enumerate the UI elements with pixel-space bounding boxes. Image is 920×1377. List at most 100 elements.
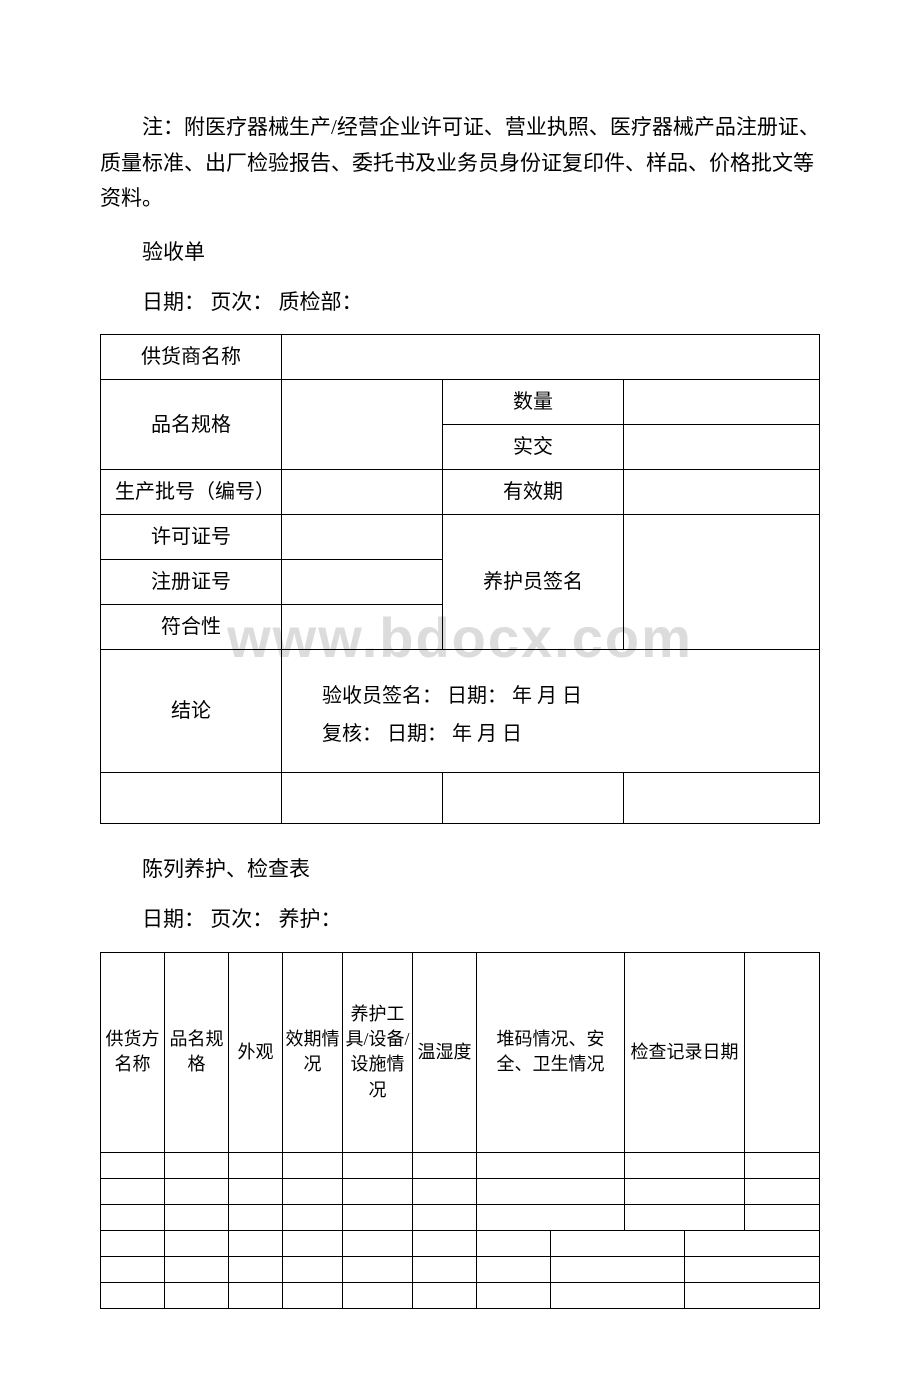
section1-meta: 日期： 页次： 质检部：: [100, 285, 820, 321]
conclusion-line2: 复核： 日期： 年 月 日: [322, 720, 813, 748]
label-conclusion: 结论: [101, 650, 282, 773]
cell: [283, 1152, 343, 1178]
cell: [343, 1204, 413, 1230]
hdr-appearance: 外观: [229, 952, 283, 1152]
table-row: 结论 验收员签名： 日期： 年 月 日 复核： 日期： 年 月 日: [101, 650, 820, 773]
cell: [101, 1230, 165, 1256]
hdr-stacking: 堆码情况、安全、卫生情况: [477, 952, 625, 1152]
conclusion-cell: 验收员签名： 日期： 年 月 日 复核： 日期： 年 月 日: [282, 650, 820, 773]
cell: [101, 1178, 165, 1204]
cell: [229, 1152, 283, 1178]
cell: [343, 1152, 413, 1178]
acceptance-table: 供货商名称 品名规格 数量 实交 生产批号（编号） 有效期 许可证号: [100, 334, 820, 824]
hdr-spec: 品名规格: [165, 952, 229, 1152]
hdr-expiry: 效期情况: [283, 952, 343, 1152]
label-expiry: 有效期: [443, 470, 624, 515]
cell: [343, 1282, 413, 1308]
cell: [551, 1230, 685, 1256]
section2-meta: 日期： 页次： 养护：: [100, 902, 820, 938]
cell: [625, 1178, 745, 1204]
table-row: 许可证号 养护员签名: [101, 515, 820, 560]
value-actual: [624, 425, 820, 470]
table-row: 供货方名称 品名规格 外观 效期情况 养护工具/设备/设施情况 温湿度 堆码情况…: [101, 952, 820, 1152]
cell: [229, 1282, 283, 1308]
table-row: [101, 1204, 820, 1230]
cell: [413, 1178, 477, 1204]
value-batch: [282, 470, 443, 515]
table-row: 生产批号（编号） 有效期: [101, 470, 820, 515]
cell: [551, 1282, 685, 1308]
cell: [229, 1230, 283, 1256]
cell: [229, 1204, 283, 1230]
note-paragraph: 注：附医疗器械生产/经营企业许可证、营业执照、医疗器械产品注册证、质量标准、出厂…: [100, 110, 820, 217]
label-license: 许可证号: [101, 515, 282, 560]
cell: [477, 1204, 625, 1230]
cell: [283, 1230, 343, 1256]
hdr-blank: [745, 952, 820, 1152]
cell: [165, 1230, 229, 1256]
cell: [283, 1204, 343, 1230]
cell: [283, 1178, 343, 1204]
maintenance-table: 供货方名称 品名规格 外观 效期情况 养护工具/设备/设施情况 温湿度 堆码情况…: [100, 952, 820, 1309]
table-row: [101, 773, 820, 824]
cell: [283, 1282, 343, 1308]
cell: [229, 1256, 283, 1282]
cell: [477, 1178, 625, 1204]
cell: [413, 1282, 477, 1308]
table-row: 品名规格 数量: [101, 380, 820, 425]
value-qty: [624, 380, 820, 425]
table-row: [101, 1152, 820, 1178]
cell: [745, 1152, 820, 1178]
cell: [165, 1282, 229, 1308]
cell: [101, 1256, 165, 1282]
cell: [413, 1204, 477, 1230]
cell: [101, 1282, 165, 1308]
cell: [745, 1178, 820, 1204]
cell: [413, 1152, 477, 1178]
cell: [745, 1204, 820, 1230]
label-compliance: 符合性: [101, 605, 282, 650]
cell: [165, 1152, 229, 1178]
hdr-checkdate: 检查记录日期: [625, 952, 745, 1152]
cell: [343, 1230, 413, 1256]
cell: [165, 1256, 229, 1282]
cell: [229, 1178, 283, 1204]
label-supplier: 供货商名称: [101, 335, 282, 380]
cell: [477, 1152, 625, 1178]
label-actual: 实交: [443, 425, 624, 470]
label-spec: 品名规格: [101, 380, 282, 470]
value-nurse-sign: [624, 515, 820, 650]
section1-title: 验收单: [100, 235, 820, 271]
value-license: [282, 515, 443, 560]
table-row: [101, 1256, 820, 1282]
cell: [165, 1204, 229, 1230]
cell: [551, 1256, 685, 1282]
label-qty: 数量: [443, 380, 624, 425]
conclusion-line1: 验收员签名： 日期： 年 月 日: [322, 682, 813, 710]
cell: [477, 1230, 551, 1256]
label-nurse-sign: 养护员签名: [443, 515, 624, 650]
hdr-supplier: 供货方名称: [101, 952, 165, 1152]
blank-cell: [101, 773, 282, 824]
table-row: [101, 1230, 820, 1256]
cell: [165, 1178, 229, 1204]
value-regno: [282, 560, 443, 605]
blank-cell: [282, 773, 443, 824]
cell: [413, 1256, 477, 1282]
table-row: [101, 1282, 820, 1308]
cell: [283, 1256, 343, 1282]
cell: [101, 1152, 165, 1178]
table-row: 供货商名称: [101, 335, 820, 380]
cell: [101, 1204, 165, 1230]
cell: [625, 1152, 745, 1178]
hdr-tools: 养护工具/设备/设施情况: [343, 952, 413, 1152]
blank-cell: [624, 773, 820, 824]
value-supplier: [282, 335, 820, 380]
cell: [685, 1282, 820, 1308]
cell: [477, 1282, 551, 1308]
value-spec: [282, 380, 443, 470]
label-batch: 生产批号（编号）: [101, 470, 282, 515]
cell: [477, 1256, 551, 1282]
cell: [343, 1178, 413, 1204]
blank-cell: [443, 773, 624, 824]
